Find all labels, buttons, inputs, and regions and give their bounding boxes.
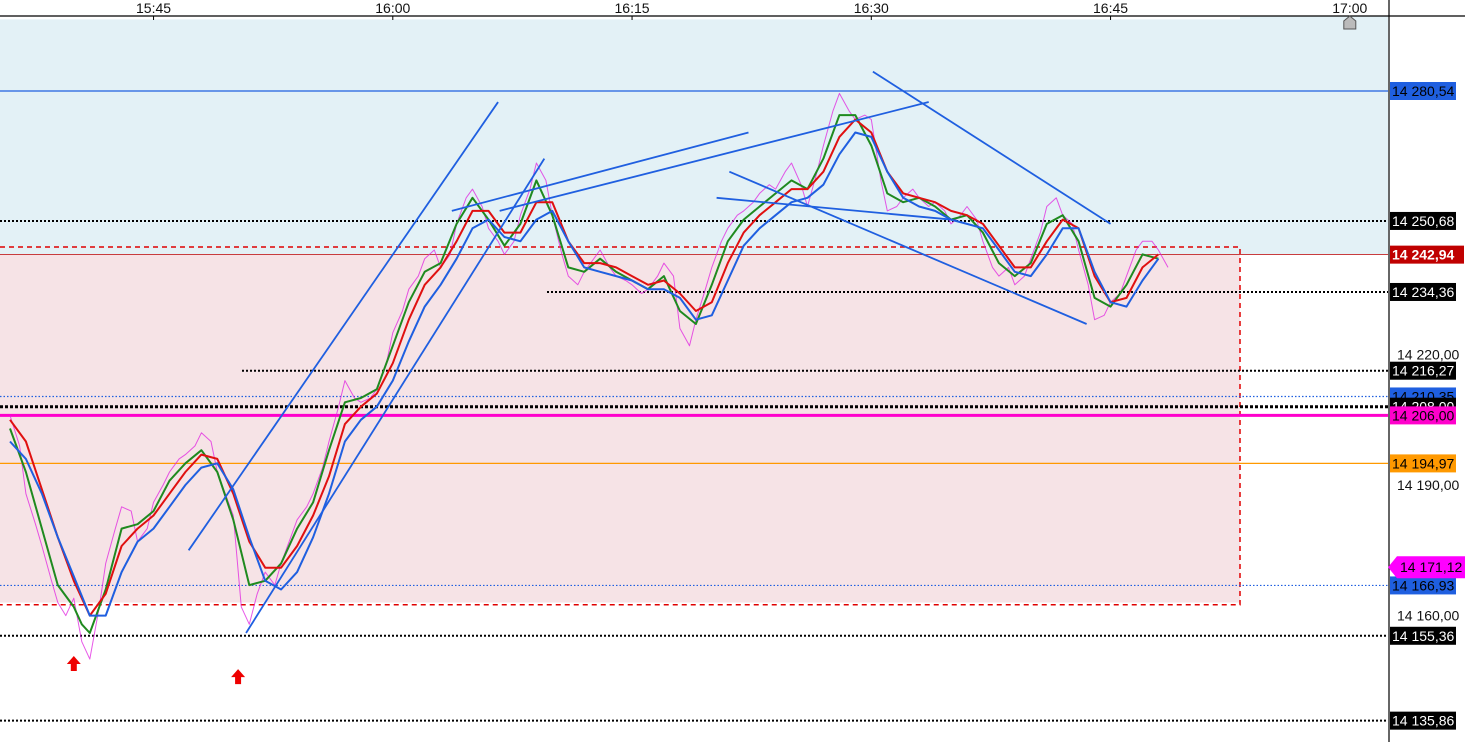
level-label-bg [1390, 454, 1456, 473]
level-label-bg [1390, 211, 1456, 230]
level-label-9: 14 166,93 [1390, 576, 1456, 595]
level-label-text: 14 194,97 [1392, 455, 1454, 471]
trendline-layer [187, 70, 1112, 634]
level-label-text: 14 155,36 [1392, 628, 1454, 644]
signal-layer [66, 656, 246, 685]
zone-ext [1240, 16, 1388, 255]
trendline-6 [728, 170, 1087, 325]
level-label-bg [1390, 245, 1464, 264]
time-tick-label: 17:00 [1332, 0, 1367, 16]
time-tick-label: 16:00 [375, 0, 410, 16]
level-label-text: 14 135,86 [1392, 713, 1454, 729]
zone-outline [0, 246, 1241, 606]
current-price-marker: 14 171,12 [1388, 556, 1465, 579]
trendline-4 [716, 196, 952, 221]
series-line-2 [9, 118, 1160, 617]
time-tick-label: 15:45 [136, 0, 171, 16]
level-label-8: 14 194,97 [1390, 454, 1456, 473]
price-tick-label: 14 190,00 [1397, 477, 1459, 493]
series-line-1 [9, 114, 1159, 634]
zone-layer [0, 16, 1388, 606]
signal-arrow-0 [66, 656, 81, 672]
price-tick-label: 14 220,00 [1397, 346, 1459, 362]
level-label-bg [1390, 282, 1456, 301]
trendline-5 [872, 70, 1112, 225]
level-label-text: 14 216,27 [1392, 363, 1454, 379]
level-label-text: 14 250,68 [1392, 213, 1454, 229]
level-label-11: 14 135,86 [1390, 711, 1456, 730]
trendline-3 [499, 101, 929, 212]
time-tick-label: 16:45 [1093, 0, 1128, 16]
series-line-0 [9, 92, 1169, 660]
series-layer [9, 92, 1169, 660]
level-label-0: 14 280,54 [1390, 82, 1456, 100]
level-label-10: 14 155,36 [1390, 626, 1456, 645]
level-label-7: 14 206,00 [1390, 406, 1456, 425]
level-label-bg [1390, 406, 1456, 425]
level-label-bg [1390, 576, 1456, 595]
level-label-2: 14 242,94 [1390, 245, 1464, 264]
trendline-0 [245, 158, 546, 634]
time-tick-label: 16:15 [615, 0, 650, 16]
level-label-text: 14 234,36 [1392, 284, 1454, 300]
zone-0 [0, 19, 1240, 255]
level-label-bg [1390, 82, 1456, 100]
level-label-bg [1390, 626, 1456, 645]
level-label-text: 14 242,94 [1392, 247, 1454, 263]
price-label-layer: 14 280,54 14 250,68 14 242,94 14 234,36 14 2… [1388, 82, 1465, 730]
time-tick-label: 16:30 [854, 0, 889, 16]
level-label-4: 14 216,27 [1390, 361, 1456, 380]
trendline-1 [187, 101, 499, 551]
zone-1 [0, 254, 1240, 603]
level-label-1: 14 250,68 [1390, 211, 1456, 230]
level-label-text: 14 280,54 [1392, 83, 1454, 99]
level-label-bg [1390, 361, 1456, 380]
level-label-text: 14 166,93 [1392, 577, 1454, 593]
level-label-text: 14 206,00 [1392, 407, 1454, 423]
current-price-text: 14 171,12 [1400, 559, 1462, 575]
level-label-3: 14 234,36 [1390, 282, 1456, 301]
session-end-icon [1343, 15, 1357, 30]
trendline-2 [451, 131, 749, 212]
level-label-bg [1390, 711, 1456, 730]
signal-arrow-1 [231, 669, 246, 685]
level-layer [0, 90, 1388, 722]
current-price-tag [1388, 556, 1465, 579]
price-tick-label: 14 160,00 [1397, 608, 1459, 624]
series-line-3 [9, 131, 1160, 617]
